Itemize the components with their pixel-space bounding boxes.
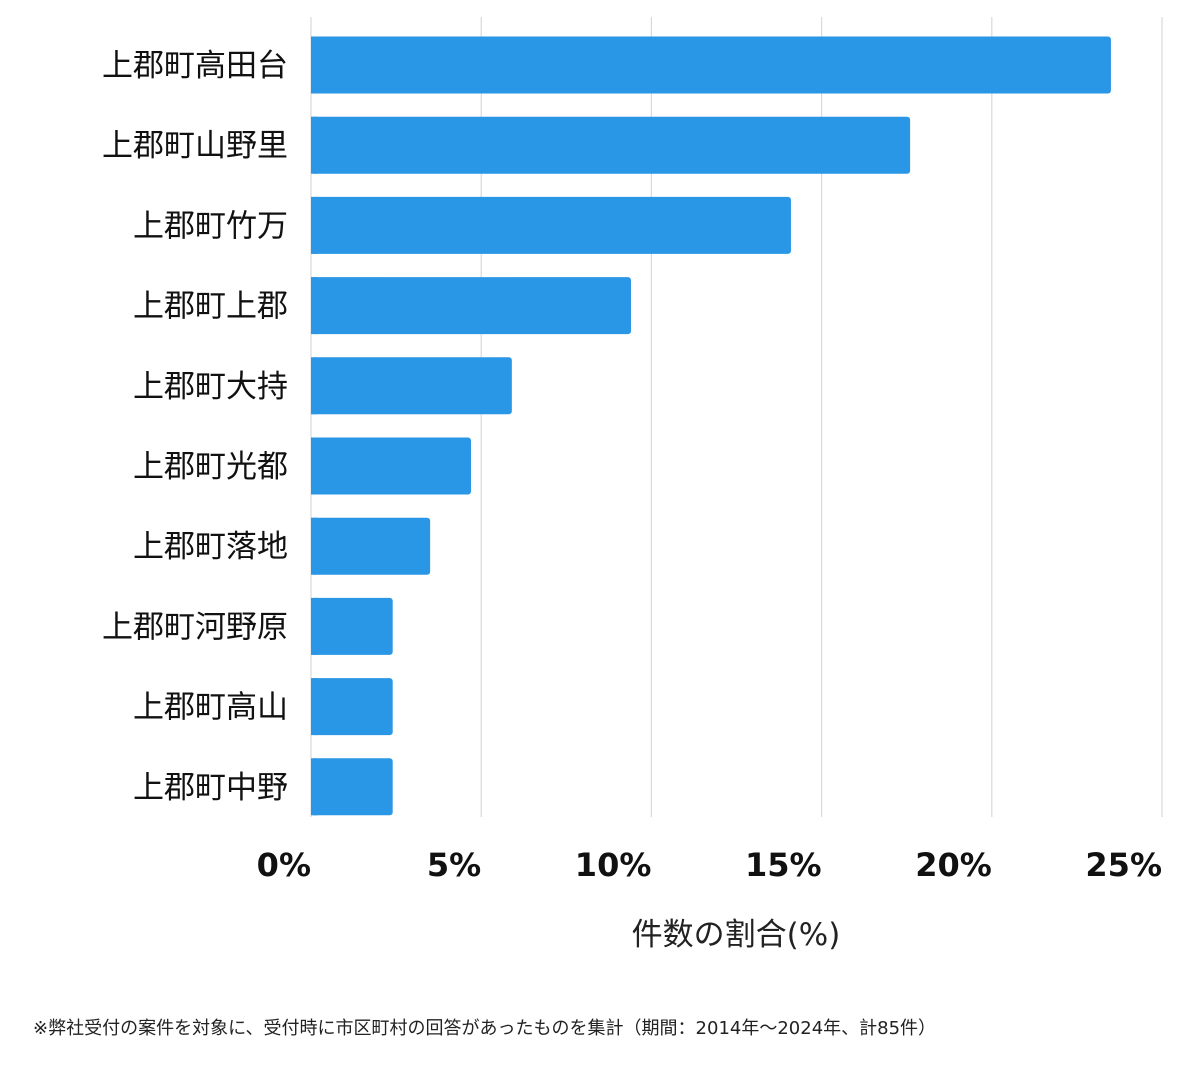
bar <box>311 517 431 575</box>
x-tick-labels: 0% 5% 10% 15% 20% 25% <box>257 846 1162 884</box>
bar-edge <box>311 437 317 495</box>
bar-edge <box>311 597 317 655</box>
bar-edge <box>311 517 317 575</box>
bar-edge <box>311 116 317 174</box>
bar <box>311 678 393 736</box>
category-label: 上郡町大持 <box>133 369 288 405</box>
x-axis-title: 件数の割合(%) <box>632 917 841 953</box>
bar-edge <box>311 36 317 94</box>
bar-edge <box>311 678 317 736</box>
bar <box>311 597 393 655</box>
bar <box>311 758 393 816</box>
category-label: 上郡町光都 <box>133 449 288 485</box>
category-labels: 上郡町高田台上郡町山野里上郡町竹万上郡町上郡上郡町大持上郡町光都上郡町落地上郡町… <box>102 48 288 806</box>
bar-chart: 上郡町高田台上郡町山野里上郡町竹万上郡町上郡上郡町大持上郡町光都上郡町落地上郡町… <box>102 17 1163 953</box>
bar <box>311 277 631 335</box>
x-tick-label: 25% <box>1085 846 1162 884</box>
category-label: 上郡町竹万 <box>133 208 288 244</box>
footnote: ※弊社受付の案件を対象に、受付時に市区町村の回答があったものを集計（期間：201… <box>33 1018 937 1039</box>
category-label: 上郡町高山 <box>133 690 288 726</box>
category-label: 上郡町高田台 <box>102 48 288 84</box>
bar <box>311 357 512 415</box>
bar <box>311 437 471 495</box>
bar <box>311 196 791 254</box>
x-tick-label: 10% <box>575 846 652 884</box>
bars <box>311 36 1111 816</box>
x-tick-label: 0% <box>257 846 311 884</box>
x-tick-label: 20% <box>915 846 992 884</box>
bar-edge <box>311 758 317 816</box>
category-label: 上郡町落地 <box>133 529 288 565</box>
category-label: 上郡町中野 <box>133 770 288 806</box>
bar-edge <box>311 357 317 415</box>
bar-edge <box>311 196 317 254</box>
x-tick-label: 5% <box>427 846 481 884</box>
bar <box>311 36 1111 94</box>
category-label: 上郡町河野原 <box>102 609 288 645</box>
category-label: 上郡町山野里 <box>102 128 288 164</box>
category-label: 上郡町上郡 <box>133 289 288 325</box>
bar <box>311 116 911 174</box>
bar-edge <box>311 277 317 335</box>
x-tick-label: 15% <box>745 846 822 884</box>
